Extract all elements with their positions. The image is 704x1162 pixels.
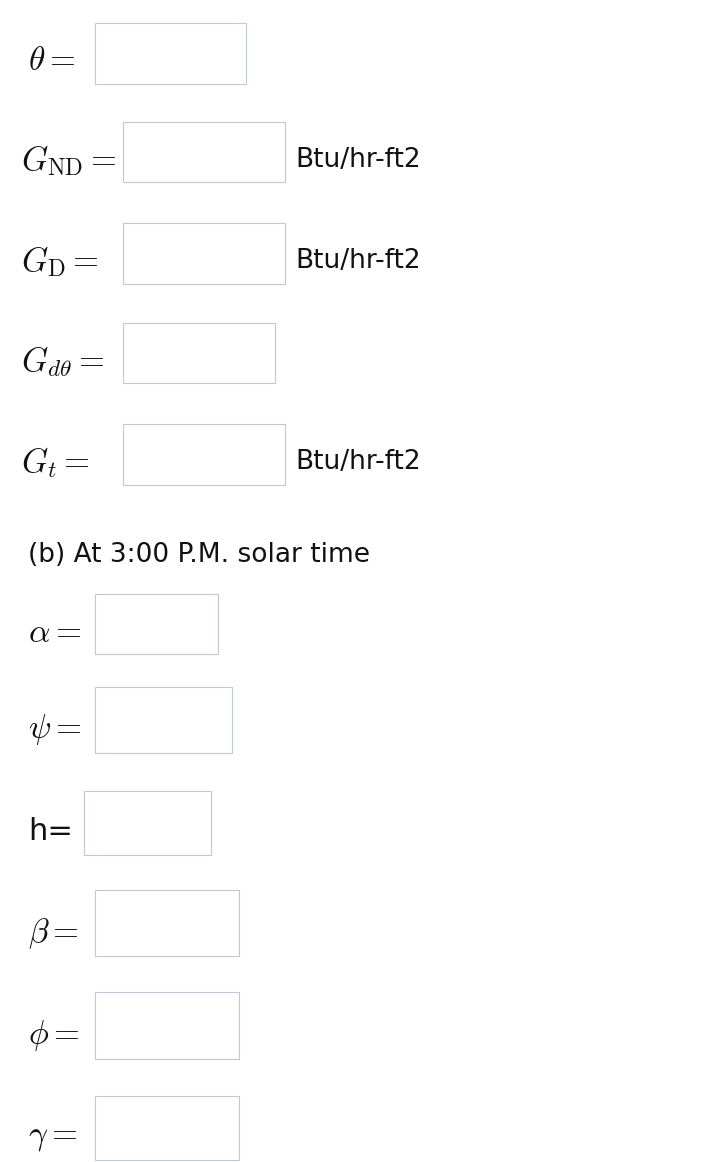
Bar: [95, 594, 218, 654]
Text: Btu/hr-ft2: Btu/hr-ft2: [296, 249, 421, 274]
Bar: [95, 992, 239, 1059]
Text: $\beta=$: $\beta=$: [28, 916, 79, 951]
Text: $\phi=$: $\phi=$: [28, 1018, 80, 1053]
Text: $\gamma=$: $\gamma=$: [28, 1120, 77, 1153]
Bar: [123, 323, 275, 383]
Text: $G_{t}=$: $G_{t}=$: [21, 445, 90, 480]
Bar: [95, 23, 246, 84]
Bar: [95, 1096, 239, 1160]
Bar: [123, 122, 285, 182]
Bar: [84, 791, 211, 855]
Text: $\psi=$: $\psi=$: [28, 712, 82, 747]
Bar: [123, 223, 285, 284]
Text: $\alpha=$: $\alpha=$: [28, 616, 82, 648]
Text: Btu/hr-ft2: Btu/hr-ft2: [296, 148, 421, 173]
Bar: [123, 424, 285, 485]
Text: (b) At 3:00 P.M. solar time: (b) At 3:00 P.M. solar time: [28, 543, 370, 568]
Text: $G_{\mathrm{D}}=$: $G_{\mathrm{D}}=$: [21, 244, 99, 279]
Text: Btu/hr-ft2: Btu/hr-ft2: [296, 450, 421, 475]
Bar: [95, 890, 239, 956]
Text: $\theta=$: $\theta=$: [28, 44, 76, 77]
Bar: [95, 687, 232, 753]
Text: $G_{\mathrm{ND}}=$: $G_{\mathrm{ND}}=$: [21, 143, 117, 178]
Text: $G_{d\theta}=$: $G_{d\theta}=$: [21, 344, 104, 379]
Text: h=: h=: [28, 818, 73, 846]
